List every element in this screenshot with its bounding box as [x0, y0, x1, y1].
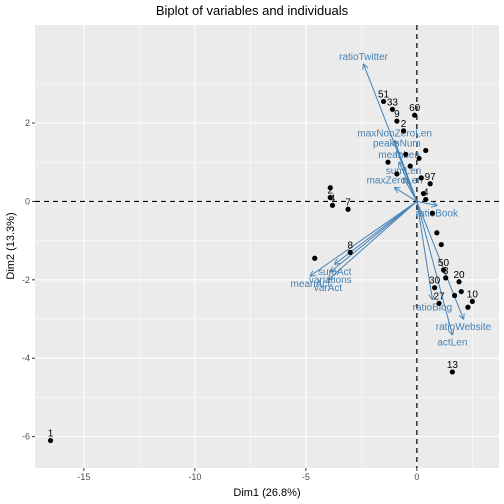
individual-point	[432, 285, 438, 291]
individual-point	[329, 202, 336, 208]
y-tick-label: 0	[25, 196, 30, 206]
variable-arrow	[395, 188, 418, 202]
individual-label: 1	[48, 429, 54, 440]
variable-label: sumLen	[386, 166, 422, 177]
x-tick-label: -15	[77, 472, 90, 482]
individual-label: 30	[429, 276, 441, 287]
individual-label: 9	[394, 109, 400, 120]
individual-point	[438, 241, 444, 248]
individual-point	[423, 196, 429, 203]
individual-point	[418, 175, 424, 181]
individual-label: 33	[387, 97, 399, 108]
individual-point	[443, 275, 449, 281]
individual-point	[436, 300, 442, 306]
individual-point	[469, 298, 475, 304]
variable-label: meanAct	[291, 279, 331, 290]
y-axis-title: Dim2 (13.3%)	[5, 212, 17, 279]
variable-label: ratioTwitter	[339, 52, 389, 63]
y-tick-label: -2	[22, 275, 30, 285]
individual-label: 8	[347, 240, 353, 251]
individual-point	[380, 98, 387, 105]
x-tick-label: -5	[302, 472, 310, 482]
variable-label: varAct	[314, 283, 343, 294]
individual-label: 97	[425, 172, 437, 183]
individual-label: 50	[438, 258, 450, 269]
axis-ticks: -15 -10 -5 0 -6 -4 -2 0 2	[22, 118, 419, 482]
variable-arrows: ratioTwitter maxNonZeroLenpeaksNummeanLen…	[291, 52, 492, 349]
individual-point	[416, 155, 422, 161]
individual-label: 3	[443, 266, 449, 277]
variable-label: meanLen	[378, 150, 420, 161]
individual-point	[423, 147, 429, 154]
individual-point	[434, 230, 440, 236]
individual-point	[394, 171, 400, 177]
variable-label: actLen	[437, 338, 467, 349]
individual-point	[400, 128, 407, 134]
y-tick-label: -6	[22, 432, 30, 442]
variable-label: peaksNum	[373, 138, 421, 149]
variable-label: maxZeroLen	[367, 176, 423, 187]
individual-point	[412, 112, 418, 118]
individual-point	[407, 163, 413, 169]
individual-label: 51	[378, 89, 390, 100]
individual-points: 11347285133609297450330202710	[47, 89, 479, 444]
y-tick-label: 2	[25, 118, 30, 128]
individual-point	[449, 369, 455, 375]
individual-point	[427, 181, 433, 187]
individual-label: 60	[409, 103, 421, 114]
variable-arrow	[416, 201, 464, 319]
individual-label: 4	[330, 193, 336, 204]
individual-point	[389, 106, 396, 112]
individual-point	[451, 292, 458, 299]
individual-point	[327, 185, 333, 191]
individual-point	[429, 210, 435, 216]
individual-label: 2	[327, 185, 333, 196]
plot-panel	[35, 25, 499, 468]
variable-label: maxNonZeroLen	[357, 129, 431, 140]
individual-point	[420, 190, 427, 197]
individual-point	[403, 151, 409, 157]
individual-point	[394, 118, 400, 124]
y-tick-label: -4	[22, 353, 30, 363]
variable-label: ratioBlog	[413, 302, 452, 313]
x-tick-label: 0	[414, 472, 419, 482]
variable-arrow	[416, 200, 437, 205]
individual-label: 10	[467, 289, 479, 300]
variable-arrow	[330, 201, 418, 272]
chart-title: Biplot of variables and individuals	[156, 3, 349, 18]
individual-label: 13	[447, 360, 459, 371]
variable-arrow	[416, 201, 433, 299]
individual-point	[458, 288, 464, 295]
individual-point	[347, 249, 353, 255]
individual-point	[47, 437, 54, 444]
individual-point	[312, 255, 318, 261]
individual-point	[465, 304, 471, 310]
variable-arrow	[310, 201, 418, 275]
variable-arrow	[404, 178, 418, 202]
x-axis-title: Dim1 (26.8%)	[233, 487, 300, 499]
individual-point	[327, 194, 333, 201]
x-tick-label: -10	[188, 472, 201, 482]
individual-point	[440, 267, 447, 273]
variable-arrow	[328, 201, 418, 279]
individual-label: 20	[453, 270, 465, 281]
individual-point	[385, 159, 391, 165]
variable-label: ratioBook	[416, 208, 459, 219]
individual-point	[456, 279, 462, 285]
individual-label: 2	[401, 119, 407, 130]
reference-lines	[35, 25, 499, 468]
variable-arrow	[416, 201, 453, 334]
individual-label: 27	[433, 291, 445, 302]
individual-label: 7	[345, 197, 351, 208]
individual-point	[345, 206, 351, 212]
variable-label: ratioWebsite	[436, 322, 492, 333]
